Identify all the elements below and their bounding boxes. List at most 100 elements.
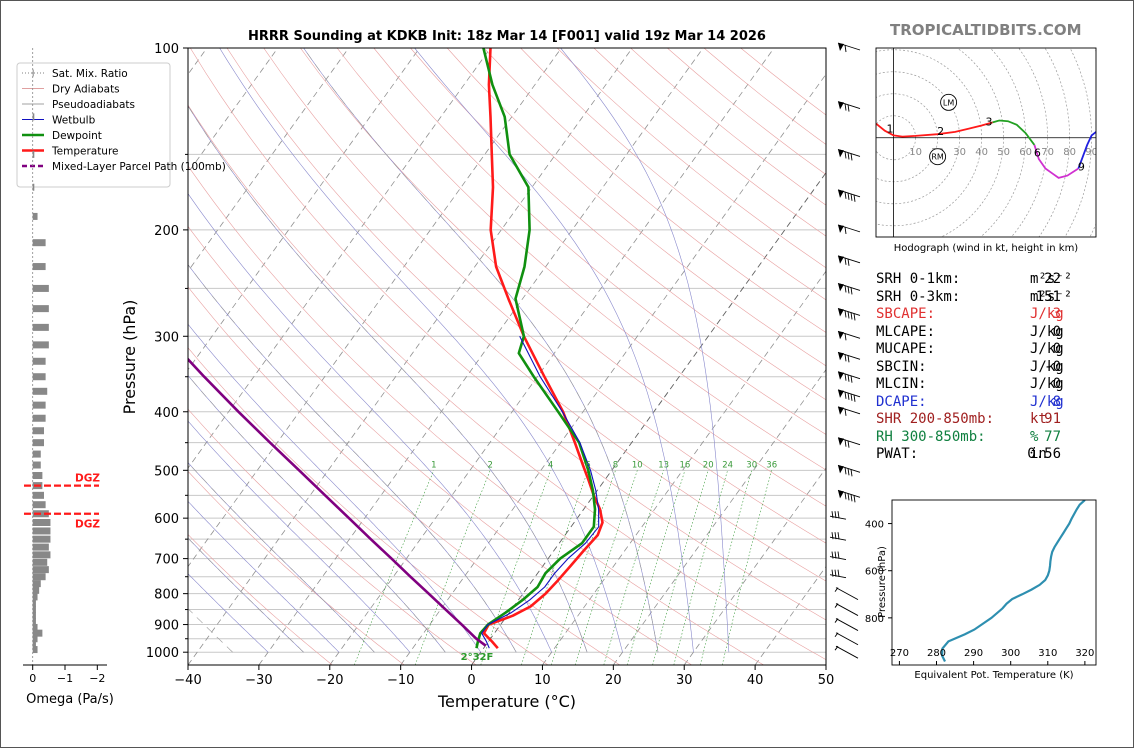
barb-feather: [834, 618, 839, 623]
mixing-ratio-label: 30: [746, 460, 757, 470]
isotherm-line: [188, 48, 633, 665]
barb-feather: [847, 440, 850, 448]
barb-feather: [847, 104, 850, 112]
hodo-ring-label: 70: [1041, 147, 1054, 158]
omega-bar: [32, 518, 51, 526]
omega-bar: [32, 461, 41, 469]
pseudoadiabat: [188, 105, 588, 653]
dry-adiabat: [483, 48, 826, 333]
omega-bar: [32, 491, 44, 499]
barb-pennant: [838, 255, 844, 264]
barb-feather: [853, 495, 856, 503]
stat-value: -0: [1044, 358, 1061, 375]
omega-bar: [32, 450, 41, 458]
barb-feather: [834, 645, 839, 651]
hodograph-xlabel: Hodograph (wind in kt, height in km): [894, 243, 1079, 254]
mixing-ratio-label: 36: [766, 460, 777, 470]
barb-feather: [834, 551, 837, 559]
omega-bar: [32, 113, 35, 121]
isotherm-line: [188, 48, 562, 568]
y-tick-label: 400: [154, 406, 179, 421]
mixing-ratio-label: 1: [431, 460, 436, 470]
wind-barb: [837, 101, 861, 112]
mixing-ratio-line: [521, 470, 589, 665]
omega-bar: [32, 535, 51, 543]
pseudoadiabat: [188, 573, 269, 653]
stat-label: RH 300-850mb:: [876, 428, 986, 445]
x-tick-label: 0: [467, 673, 475, 688]
wind-barb: [837, 389, 861, 402]
omega-bar: [32, 501, 46, 509]
isotherm-line: [188, 48, 491, 469]
omega-bar: [32, 566, 49, 574]
omega-bar: [32, 401, 46, 409]
barb-pennant: [838, 331, 844, 340]
theta-e-xlabel: Equivalent Pot. Temperature (K): [914, 670, 1073, 681]
stat-value: 0: [1052, 376, 1061, 392]
stat-label: PWAT:: [876, 446, 919, 462]
y-tick-label: 800: [154, 588, 179, 603]
barb-feather: [847, 392, 850, 400]
barb-feather: [844, 492, 847, 500]
barb-pennant: [838, 371, 844, 380]
mixing-ratio-line: [721, 470, 772, 665]
barb-feather: [844, 439, 847, 447]
hodo-border: [875, 47, 1097, 238]
wind-barb: [837, 308, 861, 321]
hodograph-plot: 102030405060708090LMRM12369: [876, 48, 1096, 237]
dry-adiabat: [188, 470, 405, 665]
x-tick-label: −20: [316, 673, 343, 688]
barb-pennant: [838, 283, 844, 292]
omega-x-tick-label: 0: [29, 672, 36, 685]
y-tick-label: 1000: [146, 646, 179, 661]
y-tick-label: 900: [154, 619, 179, 634]
omega-bar: [32, 341, 49, 349]
stat-row: SRH 0-3km: 151 m²s⁻²: [876, 289, 1096, 307]
wind-barb: [837, 489, 861, 503]
theta-e-plot: [940, 500, 1086, 662]
mixing-ratio-line: [414, 470, 491, 665]
mixing-ratio-line: [551, 470, 616, 665]
stat-row: RH 300-850mb: 77%: [876, 429, 1096, 447]
barb-feather: [831, 569, 834, 577]
mixing-ratio-line: [603, 470, 664, 665]
stat-value: 0: [1052, 341, 1061, 357]
barb-feather: [831, 511, 834, 519]
hodo-ring-label: 40: [975, 147, 988, 158]
wind-barb: [837, 351, 861, 363]
series-wetbulb: [481, 336, 600, 649]
dry-adiabat: [188, 104, 826, 661]
barb-feather: [850, 393, 853, 401]
hodo-height-label: 9: [1078, 160, 1085, 173]
omega-bar: [32, 646, 38, 654]
omega-bar: [32, 618, 36, 626]
barb-feather: [850, 193, 853, 201]
stat-unit: m²s⁻²: [1030, 271, 1073, 287]
omega-bar: [32, 606, 36, 614]
skewt-axes: −40 −30 −20 −10 0 10 20 30 40 50 1000 900 800 700 600 5…: [146, 42, 834, 688]
pseudoadiabat-dashed: [188, 537, 304, 653]
skewt-series: [188, 48, 604, 650]
barb-feather: [847, 152, 850, 160]
barb-feather: [850, 312, 853, 320]
dry-adiabat: [188, 534, 333, 665]
barb-pennant: [838, 101, 844, 110]
dry-adiabat: [263, 48, 826, 544]
wind-barb: [834, 618, 859, 631]
omega-bar: [32, 573, 46, 581]
stat-value: 0.56: [1027, 446, 1061, 462]
omega-bar: [32, 593, 38, 601]
omega-bar: [32, 323, 49, 331]
wind-barb: [837, 406, 861, 416]
theta-e-x-tick-label: 320: [1075, 648, 1094, 659]
dry-adiabat: [373, 48, 826, 435]
hodo-ring-label: 10: [909, 147, 922, 158]
barb-feather: [844, 191, 847, 199]
omega-bar: [32, 629, 43, 637]
wind-barb: [837, 283, 861, 295]
stat-row: SBCAPE: 3 J/kg: [876, 306, 1096, 324]
pseudoadiabat: [303, 48, 659, 653]
wind-barb: [834, 645, 859, 659]
omega-bar: [32, 263, 46, 271]
pseudoadiabat: [188, 500, 340, 653]
